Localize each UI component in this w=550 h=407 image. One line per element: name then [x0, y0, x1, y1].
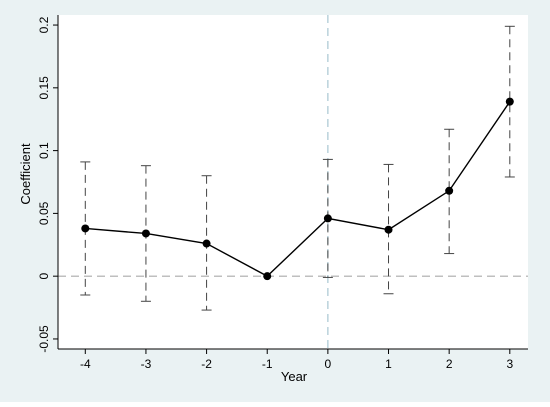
y-tick-label: 0.2 [37, 16, 51, 33]
plot-area [58, 15, 528, 349]
x-tick-label: 0 [325, 357, 332, 371]
coefficient-point [323, 214, 332, 223]
coefficient-point [202, 239, 211, 248]
y-axis-label: Coefficient [18, 143, 33, 205]
coefficient-point [384, 225, 393, 234]
coefficient-line [85, 101, 511, 278]
coefficient-point [141, 229, 150, 238]
y-tick-label: 0.05 [37, 201, 51, 225]
coefficient-point [505, 97, 514, 106]
y-tick-label: 0 [37, 273, 51, 280]
x-tick-label: 2 [446, 357, 453, 371]
x-tick-label: -3 [141, 357, 152, 371]
x-axis-label: Year [281, 369, 308, 384]
coefficient-point [81, 224, 90, 233]
x-tick-label: 1 [385, 357, 392, 371]
y-tick-label: -0.05 [37, 325, 51, 353]
x-tick-label: -1 [262, 357, 273, 371]
x-tick-label: -4 [80, 357, 91, 371]
x-tick-label: 3 [506, 357, 513, 371]
coefficient-point [445, 186, 454, 195]
y-tick-label: 0.1 [37, 142, 51, 159]
coefficient-point [263, 272, 272, 281]
x-tick-label: -2 [201, 357, 212, 371]
y-tick-label: 0.15 [37, 76, 51, 100]
